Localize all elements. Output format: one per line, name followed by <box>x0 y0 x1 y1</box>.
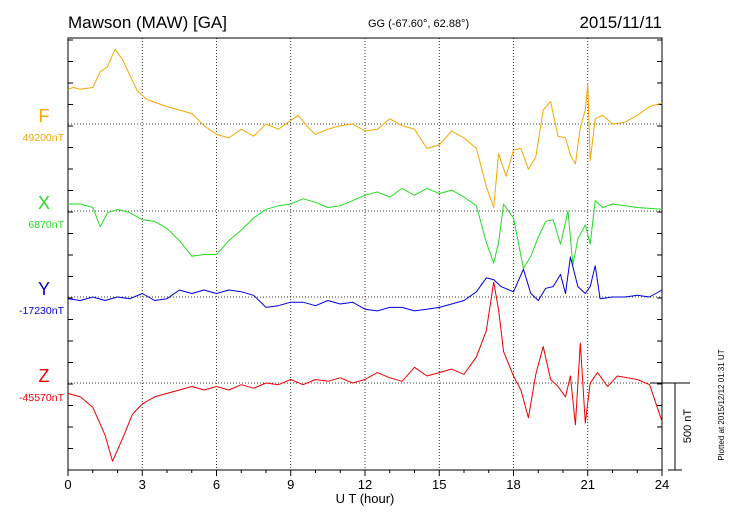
station-coordinates: GG (-67.60°, 62.88°) <box>368 18 469 30</box>
series-name-z: Z <box>39 366 50 386</box>
series-line-y <box>67 256 663 312</box>
x-tick-label: 15 <box>432 477 446 492</box>
plotted-timestamp: Plotted at 2015/12/12 01:31 UT <box>717 349 726 460</box>
baseline-label-y: -17230nT <box>19 305 65 317</box>
plot-area: 0 3 6 9 12 15 18 21 24 F 49200nT X 6870nT Y -17230nT Z -… <box>19 37 669 492</box>
x-tick-label: 3 <box>139 477 146 492</box>
series-line-f <box>67 48 663 208</box>
x-tick-label: 9 <box>287 477 294 492</box>
station-title: Mawson (MAW) [GA] <box>68 13 227 32</box>
x-tick-label: 6 <box>213 477 220 492</box>
x-tick-label: 18 <box>506 477 520 492</box>
x-tick-label: 21 <box>581 477 595 492</box>
x-tick-label: 12 <box>358 477 372 492</box>
baseline-label-f: 49200nT <box>23 132 65 144</box>
baseline-label-x: 6870nT <box>28 219 64 231</box>
scale-bar-label: 500 nT <box>682 409 694 444</box>
series-name-y: Y <box>38 279 50 299</box>
x-tick-label: 0 <box>64 477 71 492</box>
baseline-label-z: -45570nT <box>19 392 65 404</box>
x-tick-label: 24 <box>655 477 669 492</box>
series-name-f: F <box>39 106 50 126</box>
series-name-x: X <box>38 193 50 213</box>
series-line-z <box>67 281 663 462</box>
scale-bar: 500 nT <box>650 382 694 471</box>
x-axis-label: U T (hour) <box>336 491 395 506</box>
series-line-x <box>68 187 663 269</box>
chart-date: 2015/11/11 <box>579 13 662 32</box>
